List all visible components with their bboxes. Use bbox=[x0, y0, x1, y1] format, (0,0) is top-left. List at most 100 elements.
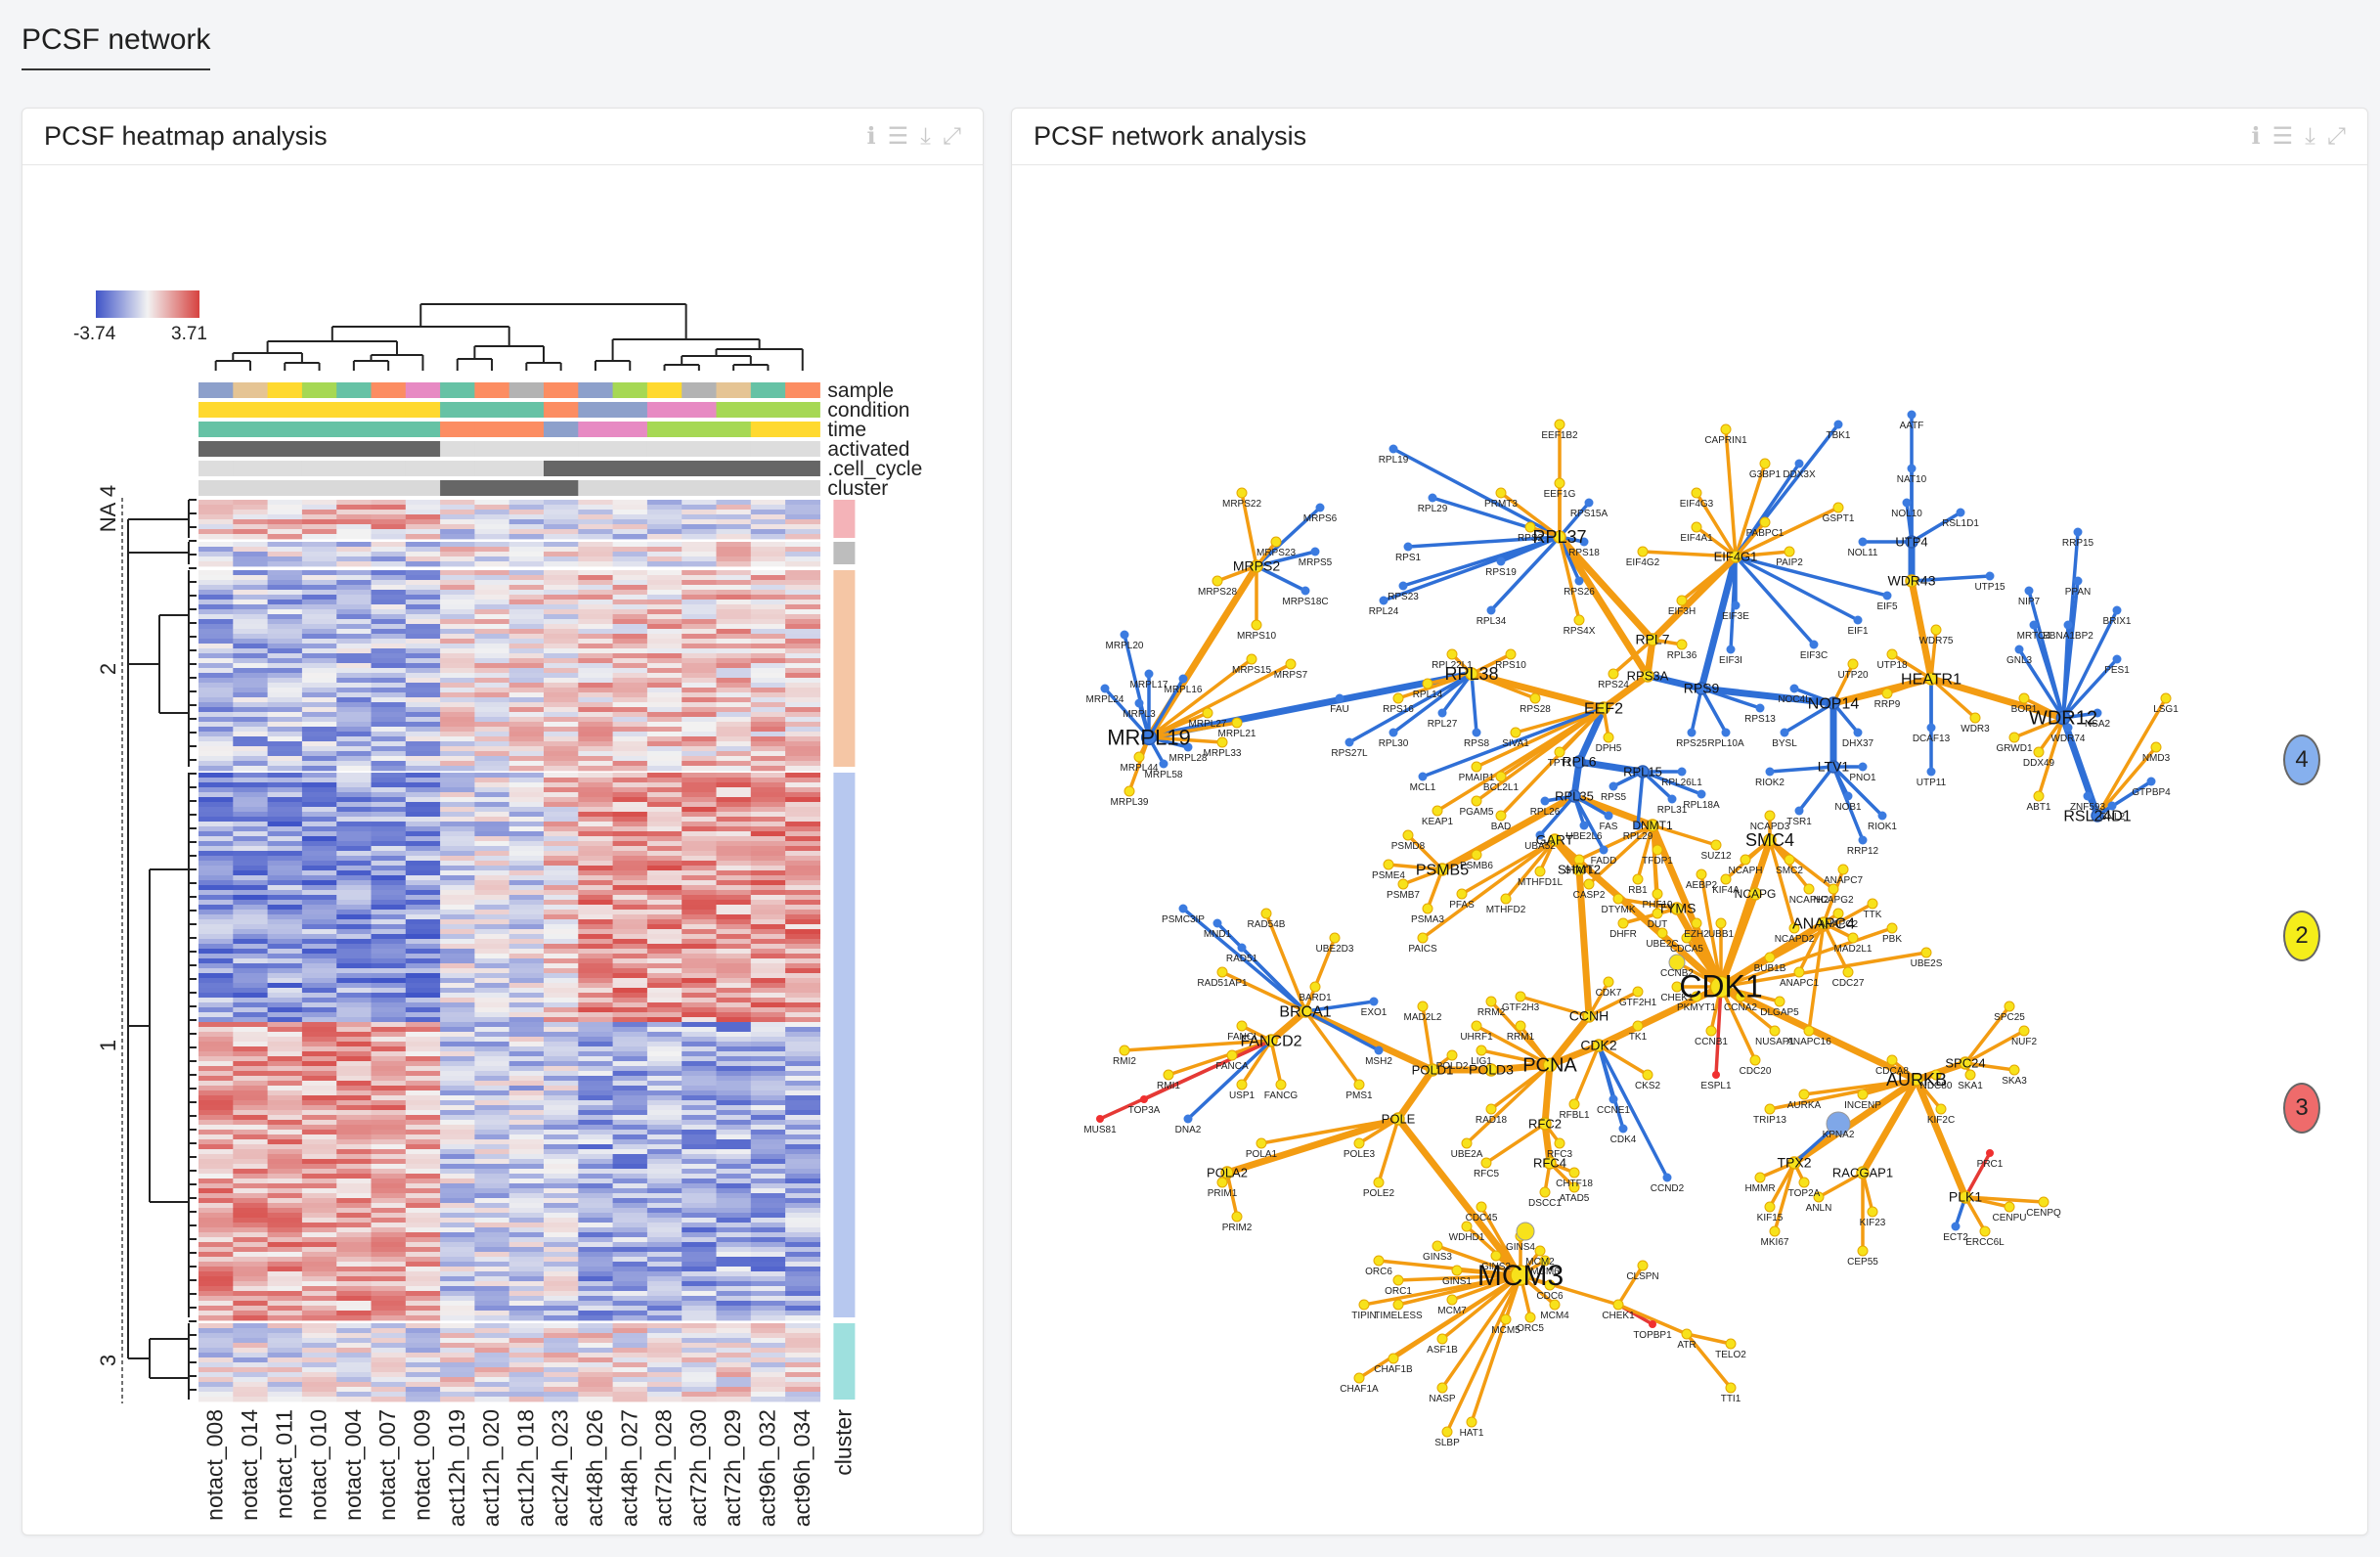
heatmap-cell bbox=[544, 900, 579, 906]
heatmap-cell bbox=[716, 1286, 752, 1292]
heatmap-cell bbox=[336, 663, 373, 669]
info-icon[interactable]: ℹ bbox=[866, 122, 876, 150]
heatmap-cell bbox=[646, 1051, 683, 1057]
heatmap-cell bbox=[233, 983, 269, 989]
heatmap-cell bbox=[682, 510, 718, 515]
heatmap-cell bbox=[612, 1090, 648, 1096]
network-node bbox=[1612, 1299, 1624, 1311]
heatmap-cell bbox=[578, 934, 614, 940]
heatmap-cell bbox=[578, 663, 614, 669]
heatmap-cell bbox=[233, 1130, 269, 1135]
heatmap-cell bbox=[301, 1149, 337, 1155]
download-icon[interactable]: ⤓ bbox=[920, 122, 931, 150]
heatmap-cell bbox=[336, 1105, 373, 1111]
heatmap-cell bbox=[544, 732, 579, 737]
network-node-label: USP1 bbox=[1229, 1090, 1256, 1101]
heatmap-plot[interactable]: -3.74 3.71 sampleconditiontimeactivated.… bbox=[22, 165, 985, 1535]
heatmap-cell bbox=[785, 929, 820, 935]
heatmap-cell bbox=[578, 561, 614, 567]
heatmap-cell bbox=[301, 1144, 337, 1150]
heatmap-cell bbox=[612, 741, 648, 747]
heatmap-cell bbox=[716, 604, 752, 610]
heatmap-cell bbox=[336, 722, 373, 728]
network-node-label: RPL10A bbox=[1707, 738, 1744, 749]
info-icon[interactable]: ℹ bbox=[2251, 122, 2261, 150]
heatmap-cell bbox=[474, 1095, 510, 1101]
heatmap-cell bbox=[612, 1017, 648, 1023]
heatmap-cell bbox=[336, 552, 373, 557]
legend-badge-2[interactable]: 2 bbox=[2283, 911, 2320, 961]
heatmap-cell bbox=[544, 692, 579, 698]
heatmap-cell bbox=[405, 542, 441, 548]
heatmap-cell bbox=[474, 1208, 510, 1214]
heatmap-cell bbox=[301, 1328, 337, 1334]
heatmap-cell bbox=[405, 1343, 441, 1349]
network-node bbox=[1535, 830, 1545, 840]
heatmap-cell bbox=[612, 570, 648, 576]
heatmap-cell bbox=[371, 1208, 407, 1214]
heatmap-cell bbox=[612, 692, 648, 698]
menu-icon[interactable]: ☰ bbox=[887, 122, 909, 150]
heatmap-cell bbox=[336, 773, 373, 778]
heatmap-cell bbox=[301, 1081, 337, 1087]
network-node bbox=[1710, 839, 1722, 851]
heatmap-cell bbox=[440, 841, 475, 847]
heatmap-cell bbox=[267, 692, 303, 698]
heatmap-cell bbox=[785, 1252, 820, 1258]
network-node bbox=[1237, 943, 1247, 953]
heatmap-cell bbox=[646, 697, 683, 703]
heatmap-cell bbox=[646, 968, 683, 974]
heatmap-cell bbox=[508, 524, 545, 530]
expand-icon[interactable]: ⤢ bbox=[942, 122, 961, 150]
download-icon[interactable]: ⤓ bbox=[2305, 122, 2315, 150]
network-edge bbox=[1468, 670, 1608, 712]
heatmap-cell bbox=[301, 924, 337, 930]
network-edge bbox=[1790, 1076, 1920, 1167]
legend-badge-4[interactable]: 4 bbox=[2283, 734, 2320, 785]
heatmap-cell bbox=[233, 817, 269, 823]
heatmap-cell bbox=[785, 1267, 820, 1272]
heatmap-cell bbox=[682, 900, 718, 906]
network-edges bbox=[1098, 413, 2168, 1434]
heatmap-cell bbox=[646, 580, 683, 586]
heatmap-cell bbox=[716, 1120, 752, 1126]
heatmap-cell bbox=[405, 778, 441, 783]
menu-icon[interactable]: ☰ bbox=[2271, 122, 2294, 150]
heatmap-cell bbox=[198, 924, 234, 930]
network-node bbox=[1769, 1025, 1781, 1037]
heatmap-cell bbox=[544, 1144, 579, 1150]
heatmap-cell bbox=[198, 1343, 234, 1349]
heatmap-cell bbox=[716, 939, 752, 945]
network-node bbox=[1178, 904, 1188, 913]
network-node bbox=[1754, 1172, 1766, 1183]
heatmap-cell bbox=[612, 1311, 648, 1316]
annotation-cell bbox=[785, 382, 820, 398]
network-node bbox=[1677, 767, 1687, 777]
heatmap-cell bbox=[371, 797, 407, 803]
heatmap-cell bbox=[267, 1095, 303, 1101]
network-node bbox=[1437, 708, 1447, 718]
heatmap-cell bbox=[578, 741, 614, 747]
heatmap-cell bbox=[405, 910, 441, 915]
network-node-label: PMAIP1 bbox=[1459, 773, 1495, 783]
heatmap-cell bbox=[440, 619, 475, 625]
expand-icon[interactable]: ⤢ bbox=[2326, 122, 2346, 150]
heatmap-cell bbox=[544, 1392, 579, 1398]
heatmap-cell bbox=[508, 792, 545, 798]
heatmap-cell bbox=[440, 1377, 475, 1383]
heatmap-cell bbox=[371, 514, 407, 520]
legend-badge-3[interactable]: 3 bbox=[2283, 1083, 2320, 1134]
heatmap-cell bbox=[267, 1338, 303, 1344]
network-node bbox=[1554, 746, 1565, 758]
heatmap-cell bbox=[233, 841, 269, 847]
network-hub-node bbox=[1510, 1265, 1531, 1286]
network-graph[interactable]: EEF1B2RPL19PRMT3EEF1GRPL29RPS2RPS15ARPS1… bbox=[1012, 165, 2369, 1535]
heatmap-cell bbox=[440, 766, 475, 772]
heatmap-cell bbox=[544, 1323, 579, 1329]
annotation-cell bbox=[267, 480, 303, 496]
network-edge bbox=[1913, 1076, 1969, 1201]
heatmap-cell bbox=[371, 1120, 407, 1126]
annotation-cell bbox=[646, 402, 683, 418]
heatmap-cell bbox=[440, 570, 475, 576]
network-edge bbox=[1147, 735, 1224, 744]
